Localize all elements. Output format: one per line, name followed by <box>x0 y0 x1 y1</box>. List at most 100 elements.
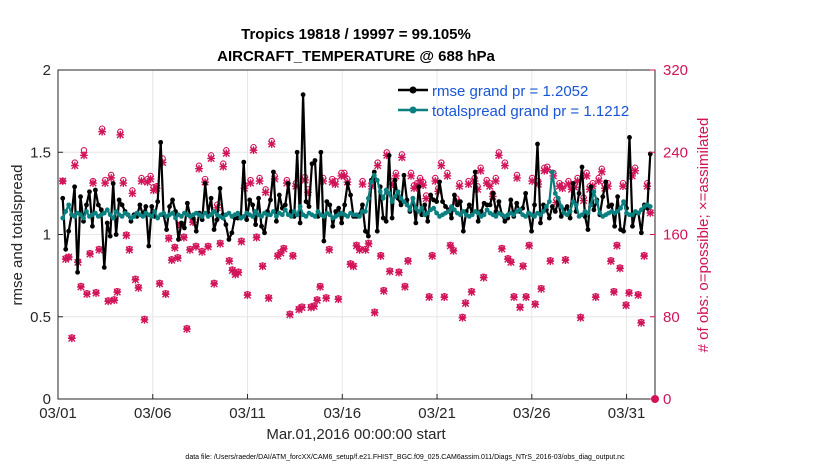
obs-assimilated-point <box>92 289 100 297</box>
spread-point <box>84 209 89 214</box>
spread-point <box>573 202 579 208</box>
rmse-point <box>167 204 172 209</box>
rmse-point <box>475 218 481 224</box>
rmse-point <box>392 177 398 183</box>
rmse-point <box>321 238 327 244</box>
obs-assimilated-point <box>104 297 113 306</box>
obs-assimilated-point <box>491 177 500 185</box>
obs-assimilated-point <box>98 127 106 136</box>
obs-assimilated-point <box>186 246 194 254</box>
rmse-point <box>211 227 217 232</box>
rmse-point <box>90 223 95 229</box>
obs-assimilated-point <box>234 268 243 277</box>
spread-point <box>110 215 116 221</box>
rmse-point <box>437 179 442 185</box>
series-layer <box>58 92 659 403</box>
rmse-point <box>567 215 573 221</box>
obs-assimilated-point <box>498 245 506 253</box>
obs-assimilated-point <box>625 289 633 297</box>
obs-layer <box>58 125 659 403</box>
rmse-point <box>309 161 315 167</box>
obs-assimilated-point <box>225 257 234 266</box>
rmse-point <box>615 194 621 200</box>
spread-point <box>469 212 475 218</box>
obs-assimilated-point <box>107 174 116 182</box>
obs-assimilated-point <box>361 246 370 254</box>
rmse-point <box>460 228 466 234</box>
spread-point <box>365 195 371 201</box>
chart-title: Tropics 19818 / 19997 = 99.105% <box>241 26 471 43</box>
spread-point <box>401 199 407 205</box>
rmse-point <box>158 139 164 145</box>
rmse-point <box>529 228 534 234</box>
ticks: 03/01 03/06 03/11 03/16 03/21 03/26 03/31 0 0.5 1… <box>30 62 688 422</box>
spread-point <box>107 212 113 218</box>
spread-point <box>419 205 425 211</box>
obs-assimilated-point <box>89 179 97 187</box>
obs-assimilated-point <box>313 296 321 305</box>
y-tick-label-right: 80 <box>663 309 680 326</box>
spread-point <box>78 212 83 218</box>
obs-assimilated-point <box>458 313 467 322</box>
spread-point <box>395 189 401 195</box>
rmse-point <box>276 192 282 198</box>
rmse-point <box>401 172 407 178</box>
obs-assimilated-point <box>364 239 373 248</box>
obs-assimilated-point <box>613 241 621 250</box>
obs-assimilated-point <box>119 179 128 187</box>
spread-point <box>457 212 463 218</box>
rmse-point <box>487 202 493 208</box>
obs-assimilated-point <box>110 296 119 305</box>
obs-assimilated-point <box>591 293 600 302</box>
obs-assimilated-point <box>546 257 555 266</box>
spread-point <box>282 207 288 213</box>
spread-point <box>271 209 276 214</box>
rmse-point <box>208 195 214 201</box>
spread-point <box>149 214 155 219</box>
rmse-point <box>92 187 98 193</box>
spread-point <box>202 210 208 216</box>
spread-point <box>327 212 333 218</box>
rmse-point <box>342 202 348 208</box>
rmse-point <box>184 200 190 206</box>
rmse-point <box>119 202 125 208</box>
spread-point <box>170 210 175 216</box>
rmse-point <box>452 192 457 198</box>
spread-point <box>597 210 603 216</box>
y-tick-label-left: 2 <box>43 62 51 79</box>
rmse-point <box>113 232 119 237</box>
rmse-point <box>95 202 101 208</box>
spread-point <box>104 207 110 213</box>
spread-point <box>481 212 487 218</box>
rmse-point <box>434 199 440 205</box>
rmse-point <box>454 202 460 208</box>
spread-point <box>460 209 466 214</box>
rmse-point <box>199 217 205 223</box>
rmse-point <box>285 181 291 186</box>
rmse-point <box>75 269 80 275</box>
obs-assimilated-point <box>558 184 567 193</box>
obs-assimilated-point <box>322 294 331 303</box>
obs-assimilated-point <box>379 287 388 295</box>
obs-assimilated-point <box>340 172 349 180</box>
obs-assimilated-point <box>370 308 379 317</box>
obs-assimilated-point <box>325 246 334 254</box>
obs-assimilated-point <box>134 284 143 292</box>
obs-assimilated-point <box>519 262 527 271</box>
obs-assimilated-point <box>164 234 173 243</box>
obs-assimilated-point <box>116 130 125 139</box>
obs-assimilated-point <box>376 252 385 260</box>
rmse-point <box>110 181 116 186</box>
rmse-point <box>383 218 389 224</box>
obs-assimilated-point <box>173 254 182 262</box>
rmse-point <box>81 218 86 224</box>
rmse-point <box>300 92 306 98</box>
spread-point <box>638 207 644 213</box>
spread-point <box>363 209 368 214</box>
rmse-point <box>371 169 377 175</box>
obs-assimilated-point <box>255 177 264 185</box>
obs-assimilated-point <box>464 180 473 188</box>
spread-point <box>279 212 285 218</box>
rmse-point <box>63 246 69 252</box>
rmse-point <box>348 192 353 198</box>
